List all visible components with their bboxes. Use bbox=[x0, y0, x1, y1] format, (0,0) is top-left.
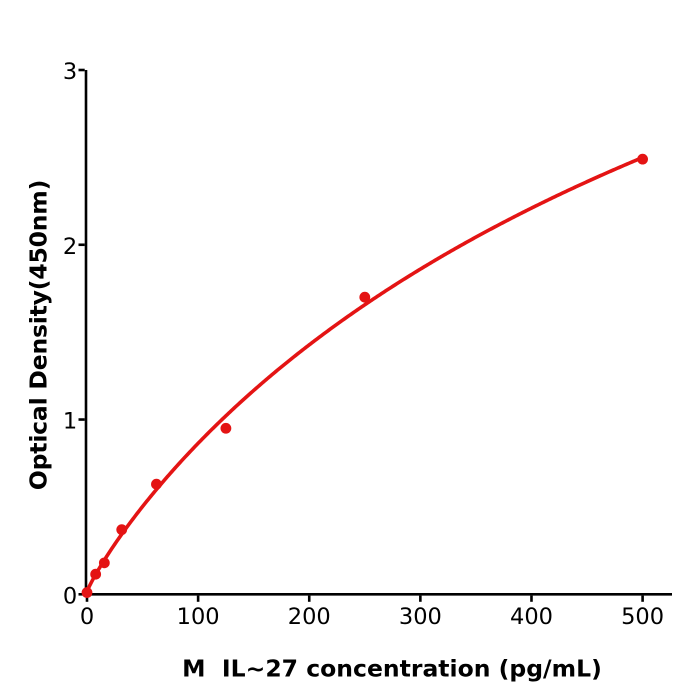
x-tick-label: 200 bbox=[288, 604, 331, 630]
data-point bbox=[116, 524, 128, 536]
x-tick-label: 100 bbox=[177, 604, 220, 630]
y-axis-title: Optical Density(450nm) bbox=[25, 180, 53, 490]
y-tick-label: 1 bbox=[63, 409, 77, 435]
fit-curve bbox=[85, 155, 645, 594]
data-point bbox=[637, 153, 648, 165]
data-point bbox=[359, 291, 371, 303]
x-tick-label: 0 bbox=[80, 604, 94, 630]
data-point bbox=[220, 422, 232, 434]
y-tick-label: 3 bbox=[63, 59, 77, 85]
y-tick-label: 2 bbox=[63, 234, 77, 260]
data-point bbox=[151, 478, 162, 490]
x-tick-label: 300 bbox=[399, 604, 442, 630]
data-point bbox=[81, 587, 93, 598]
x-axis-title: M IL~27 concentration (pg/mL) bbox=[182, 655, 602, 683]
y-tick-label: 0 bbox=[63, 583, 77, 609]
x-tick-label: 400 bbox=[510, 604, 553, 630]
data-point bbox=[98, 557, 110, 569]
data-point bbox=[90, 568, 102, 580]
x-tick-label: 500 bbox=[621, 604, 664, 630]
